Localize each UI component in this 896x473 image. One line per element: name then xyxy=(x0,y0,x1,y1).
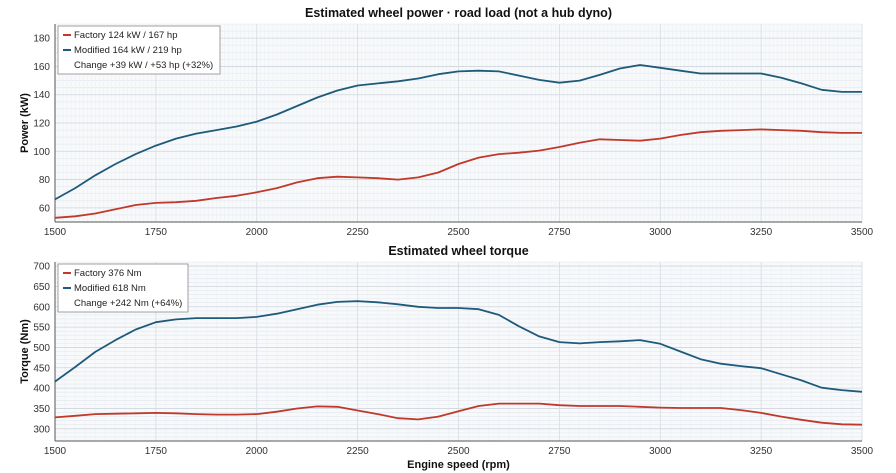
y-tick-label: 600 xyxy=(33,302,50,313)
y-tick-label: 500 xyxy=(33,343,50,354)
y-tick-label: 180 xyxy=(33,34,50,45)
series-line-factory xyxy=(54,402,863,426)
x-axis-label: Engine speed (rpm) xyxy=(407,459,510,471)
y-axis-label: Power (kW) xyxy=(19,93,31,153)
power-chart: 60 80 100 120 140 160 180 1500 1750 2000 2250 2500 2… xyxy=(19,6,874,238)
x-tick-label: 3500 xyxy=(851,446,874,457)
y-tick-label: 350 xyxy=(33,404,50,415)
x-tick-label: 2750 xyxy=(548,227,571,238)
y-tick-label: 160 xyxy=(33,62,50,73)
legend-entry: Factory 124 kW / 167 hp xyxy=(74,30,178,41)
chart-title: Estimated wheel torque xyxy=(388,244,528,258)
x-tick-label: 3250 xyxy=(750,227,773,238)
y-axis-label: Torque (Nm) xyxy=(19,319,31,384)
y-tick-label: 400 xyxy=(33,384,50,395)
x-tick-label: 2000 xyxy=(246,227,269,238)
x-tick-label: 2250 xyxy=(347,227,370,238)
series-line-factory xyxy=(54,128,862,219)
chart-title: Estimated wheel power · road load (not a… xyxy=(305,6,612,20)
torque-chart: 300 350 400 450 500 550 600 650 700 1500 1750 2000 2… xyxy=(19,244,874,471)
x-tick-label: 3500 xyxy=(851,227,874,238)
legend-box xyxy=(57,25,221,75)
legend-entry: Modified 618 Nm xyxy=(74,283,146,294)
x-tick-label: 1750 xyxy=(145,446,168,457)
y-tick-label: 80 xyxy=(39,175,51,186)
y-tick-label: 700 xyxy=(33,262,50,273)
y-tick-label: 450 xyxy=(33,363,50,374)
x-tick-label: 2500 xyxy=(447,227,470,238)
y-tick-label: 100 xyxy=(33,147,50,158)
y-tick-label: 300 xyxy=(33,424,50,435)
y-tick-label: 650 xyxy=(33,282,50,293)
legend-note: Change +39 kW / +53 hp (+32%) xyxy=(74,60,213,71)
x-tick-label: 1500 xyxy=(44,446,67,457)
y-tick-label: 120 xyxy=(33,119,50,130)
x-tick-label: 1500 xyxy=(44,227,67,238)
x-tick-label: 2250 xyxy=(347,446,370,457)
legend-note: Change +242 Nm (+64%) xyxy=(74,298,182,309)
x-tick-label: 3000 xyxy=(649,446,672,457)
y-tick-label: 60 xyxy=(39,203,51,214)
y-tick-label: 550 xyxy=(33,323,50,334)
series-line-modified xyxy=(54,300,863,393)
x-tick-label: 1750 xyxy=(145,227,168,238)
legend-entry: Modified 164 kW / 219 hp xyxy=(74,45,182,56)
legend-box xyxy=(57,263,189,313)
x-tick-label: 2000 xyxy=(246,446,269,457)
x-tick-label: 2750 xyxy=(548,446,571,457)
x-tick-label: 3000 xyxy=(649,227,672,238)
series-line-modified xyxy=(54,64,862,201)
x-tick-label: 2500 xyxy=(447,446,470,457)
y-tick-label: 140 xyxy=(33,90,50,101)
legend-entry: Factory 376 Nm xyxy=(74,268,142,279)
x-tick-label: 3250 xyxy=(750,446,773,457)
